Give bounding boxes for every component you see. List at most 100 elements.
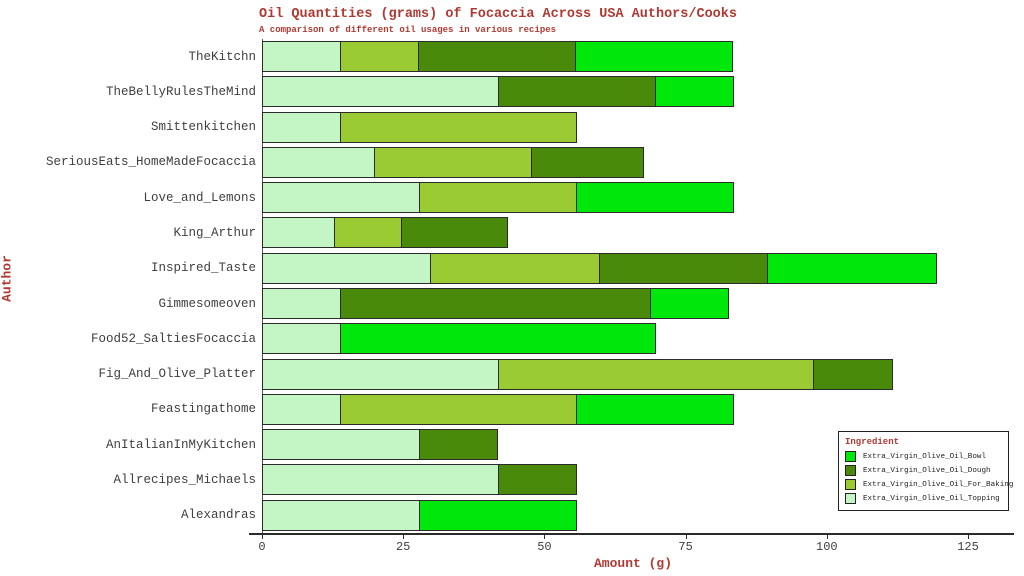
bar-segment [262,252,432,284]
x-tick-label: 25 [395,540,411,554]
bar-segment [262,464,500,496]
legend-item: Extra_Virgin_Olive_Oil_Bowl [845,451,1002,462]
bar-segment [340,393,578,425]
bar-segment [340,111,578,143]
category-label: Fig_And_Olive_Platter [98,367,256,382]
bar-segment [598,252,769,284]
bar-segment [262,323,342,355]
bar-segment [262,111,342,143]
stacked-bar [262,429,499,461]
category-label: SeriousEats_HomeMadeFocaccia [45,155,256,170]
x-tick-mark [403,535,405,539]
bar-row: Smittenkitchen [0,110,1024,145]
bar-segment [430,252,600,284]
bar-segment [767,252,937,284]
bar-segment [498,358,815,390]
bar-segment [419,429,499,461]
bar-segment [419,499,578,531]
bar-segment [401,217,509,249]
stacked-bar [262,252,937,284]
bar-segment [649,287,729,319]
bar-segment [262,429,421,461]
legend-item: Extra_Virgin_Olive_Oil_Dough [845,465,1002,476]
stacked-bar [262,146,645,178]
bar-row: Gimmesomeoven [0,286,1024,321]
bar-segment [498,76,657,108]
x-tick-label: 50 [537,540,552,554]
stacked-bar [262,76,735,108]
bar-segment [418,41,577,72]
bar-segment [340,287,651,319]
x-tick-label: 0 [258,540,266,554]
category-label: King_Arthur [173,226,256,241]
x-tick-mark [826,535,828,539]
category-label: Smittenkitchen [150,120,256,135]
x-tick-label: 125 [957,540,979,554]
stacked-bar [262,287,729,319]
bar-segment [576,182,735,214]
legend-swatch [845,493,856,504]
legend-title: Ingredient [845,437,900,447]
bar-row: King_Arthur [0,215,1024,250]
bar-segment [575,41,734,72]
category-label: Allrecipes_Michaels [113,472,256,487]
legend-label: Extra_Virgin_Olive_Oil_Bowl [863,452,987,461]
chart-subtitle: A comparison of different oil usages in … [259,25,557,35]
bar-segment [531,146,645,178]
x-tick-label: 75 [678,540,693,554]
bar-row: TheBellyRulesTheMind [0,74,1024,109]
category-label: Love_and_Lemons [143,190,256,205]
legend-label: Extra_Virgin_Olive_Oil_Dough [863,466,991,475]
category-label: Alexandras [180,508,256,523]
x-tick-mark [685,535,687,539]
bar-segment [262,393,342,425]
bar-row: Alexandras [0,498,1024,533]
bar-row: TheKitchn [0,39,1024,74]
bar-segment [498,464,578,496]
legend-item: Extra_Virgin_Olive_Oil_Topping [845,493,1002,504]
stacked-bar [262,217,509,249]
stacked-bar [262,499,578,531]
category-label: Gimmesomeoven [158,296,256,311]
x-tick-label: 100 [815,540,838,554]
legend-label: Extra_Virgin_Olive_Oil_For_Baking [863,480,1014,489]
bar-segment [419,182,578,214]
stacked-bar [262,323,657,355]
bar-row: Feastingathome [0,392,1024,427]
bar-row: AnItalianInMyKitchen [0,427,1024,462]
bar-segment [262,146,375,178]
stacked-bar [262,182,735,214]
x-tick-mark [262,535,263,539]
chart-title: Oil Quantities (grams) of Focaccia Acros… [259,7,737,22]
legend-swatch [845,479,856,490]
category-label: TheKitchn [188,49,256,64]
bar-row: SeriousEats_HomeMadeFocaccia [0,145,1024,180]
bar-row: Love_and_Lemons [0,180,1024,215]
category-label: Inspired_Taste [150,261,256,276]
bar-row: Fig_And_Olive_Platter [0,357,1024,392]
bar-segment [262,287,342,319]
legend-swatch [845,451,856,462]
bar-segment [334,217,403,249]
bar-segment [262,217,336,249]
bar-segment [262,358,500,390]
legend-swatch [845,465,856,476]
bar-segment [262,76,500,108]
stacked-bar [262,41,734,72]
stacked-bar [262,393,735,425]
bar-segment [340,41,420,72]
y-axis-line [262,39,263,533]
category-label: AnItalianInMyKitchen [105,437,256,452]
stacked-bar [262,358,893,390]
bar-segment [262,499,421,531]
x-tick-mark [968,535,969,539]
legend: Ingredient Extra_Virgin_Olive_Oil_Bowl Ex… [838,431,1013,511]
bar-row: Allrecipes_Michaels [0,462,1024,497]
bar-segment [262,41,342,72]
category-label: TheBellyRulesTheMind [105,84,256,99]
x-axis-title: Amount (g) [593,556,672,571]
bar-segment [340,323,657,355]
stacked-bar [262,464,578,496]
